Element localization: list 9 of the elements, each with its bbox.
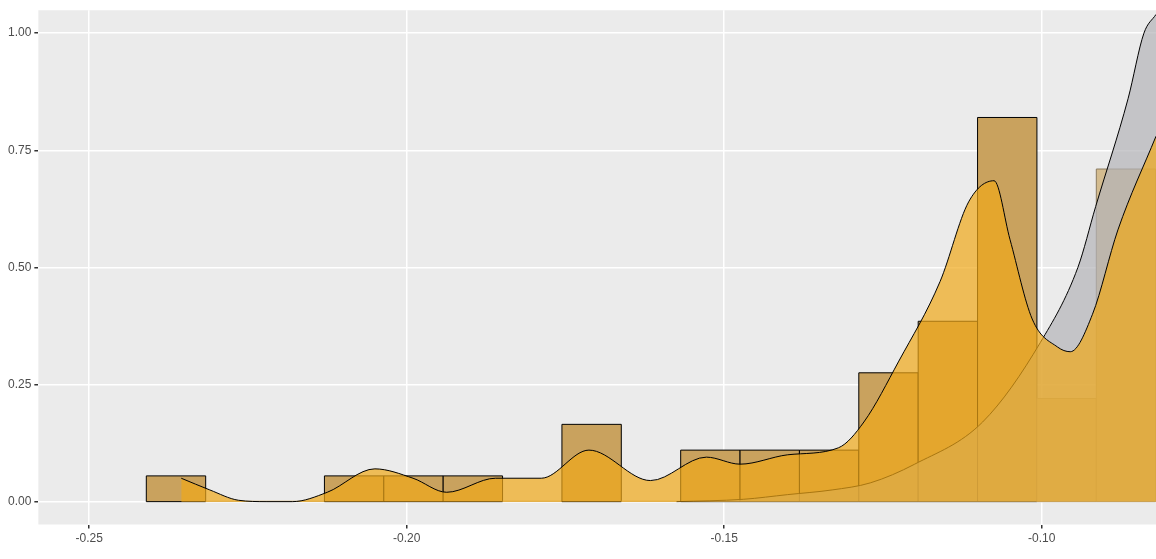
- x-tick-label: -0.25: [75, 531, 104, 546]
- y-tick-label: 0.75: [8, 142, 32, 157]
- x-tick-label: -0.10: [1028, 531, 1056, 546]
- x-tick-label: -0.20: [392, 531, 421, 546]
- y-tick-label: 0.50: [8, 259, 32, 274]
- y-tick-label: 0.25: [8, 376, 32, 391]
- x-tick-label: -0.15: [710, 531, 739, 546]
- y-tick-label: 1.00: [8, 25, 32, 40]
- y-tick-label: 0.00: [8, 493, 32, 508]
